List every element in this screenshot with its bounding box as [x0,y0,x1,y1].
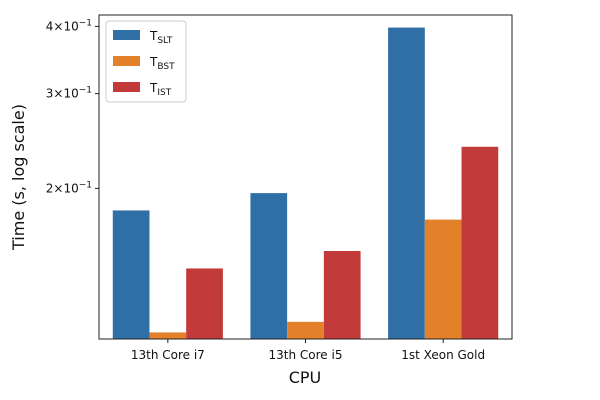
x-tick-label: 1st Xeon Gold [401,348,485,362]
y-tick-label: 2×10−1 [46,180,92,195]
bar-ist-3 [461,146,499,339]
legend-frame [105,20,187,103]
bar-slt-3 [388,27,425,339]
y-tick-label: 4×10−1 [46,18,92,33]
bar-bst-1 [149,332,187,339]
legend-swatch-slt [113,30,140,40]
legend-label-bst: TBST [149,55,175,72]
legend-label-slt: TSLT [149,29,173,46]
legend: TSLT TBST TIST [105,20,187,103]
x-axis-title: CPU [289,368,322,387]
legend-swatch-ist [113,82,140,92]
x-tick-label: 13th Core i7 [131,348,205,362]
x-tick-label: 13th Core i5 [269,348,343,362]
bar-ist-2 [323,251,361,339]
bar-slt-2 [250,193,288,339]
y-axis-title: Time (s, log scale) [9,104,28,251]
bars-layer [112,27,499,339]
bar-ist-1 [186,268,223,339]
bar-bst-3 [424,219,462,339]
x-axis: 13th Core i7 13th Core i5 1st Xeon Gold [131,339,485,362]
bar-bst-2 [287,321,324,339]
bar-slt-1 [112,210,150,339]
y-tick-label: 3×10−1 [46,86,92,101]
legend-swatch-bst [113,56,140,66]
legend-label-ist: TIST [149,81,172,98]
y-axis: 2×10−1 3×10−1 4×10−1 [46,18,99,195]
